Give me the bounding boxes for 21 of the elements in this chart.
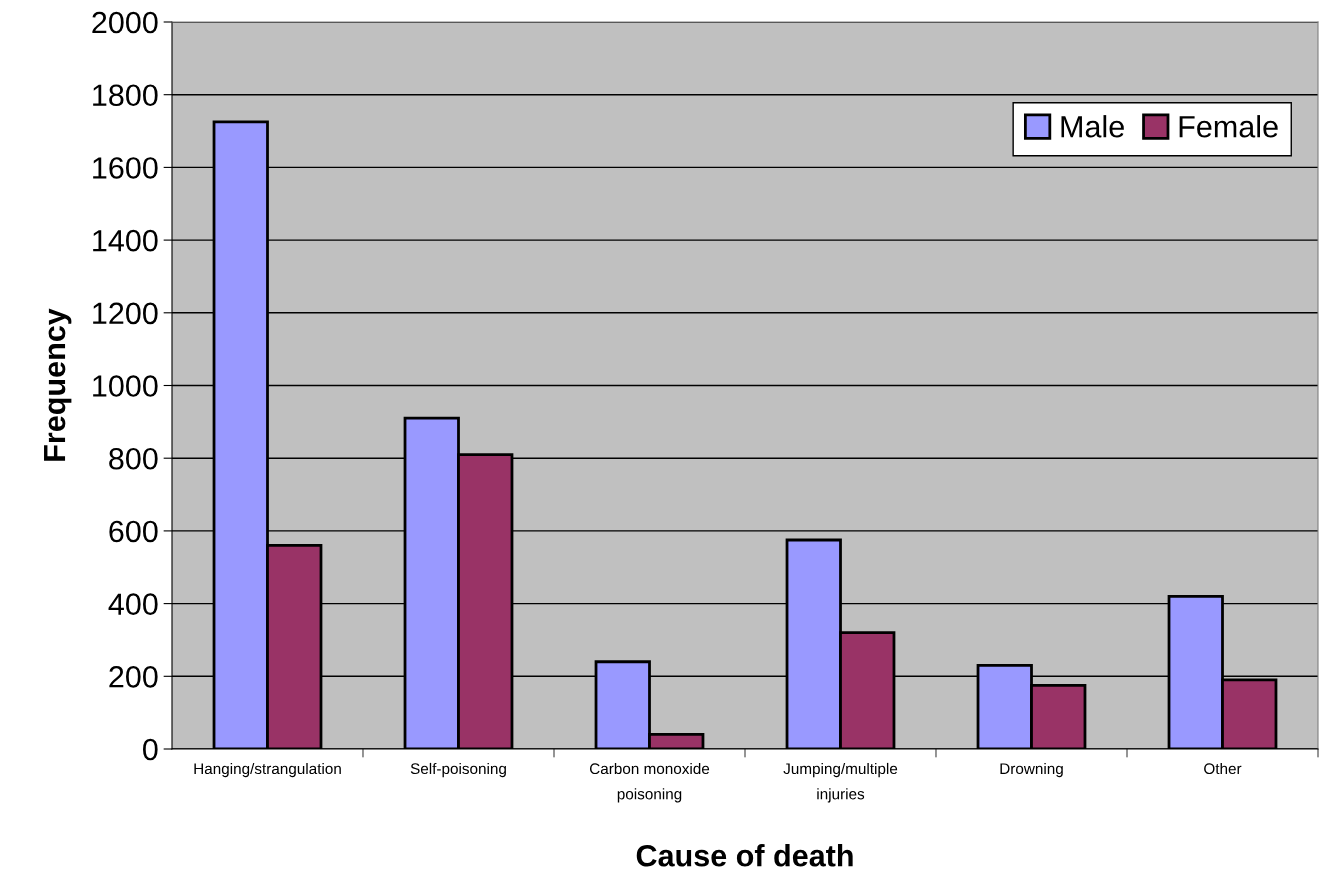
y-tick-label: 800: [109, 447, 158, 470]
y-tick-label: 1000: [93, 375, 158, 397]
y-tick-label: 1600: [93, 157, 158, 179]
x-axis-title: Cause of death: [636, 844, 853, 867]
x-tick-label: Other: [1204, 762, 1242, 775]
y-tick-label: 2000: [92, 11, 158, 34]
x-tick-label: Self-poisoning: [410, 762, 506, 778]
x-tick-label: Hanging/strangulation: [194, 762, 341, 778]
x-tick-label: Drowning: [1000, 762, 1063, 778]
y-tick-label: 1200: [93, 302, 158, 325]
y-tick-label: 200: [109, 666, 158, 688]
y-tick-label: 1800: [93, 84, 158, 107]
legend-label: Female: [1179, 115, 1278, 138]
y-tick-label: 1400: [93, 229, 158, 252]
y-axis-title: Frequency: [44, 308, 72, 461]
y-tick-label: 0: [143, 738, 158, 761]
x-tick-label: Carbon monoxide poisoning: [589, 762, 710, 803]
y-tick-label: 600: [109, 520, 158, 543]
legend-label: Male: [1061, 115, 1124, 138]
x-tick-label: Jumping/multiple injuries: [783, 762, 898, 803]
y-tick-label: 400: [108, 593, 158, 615]
